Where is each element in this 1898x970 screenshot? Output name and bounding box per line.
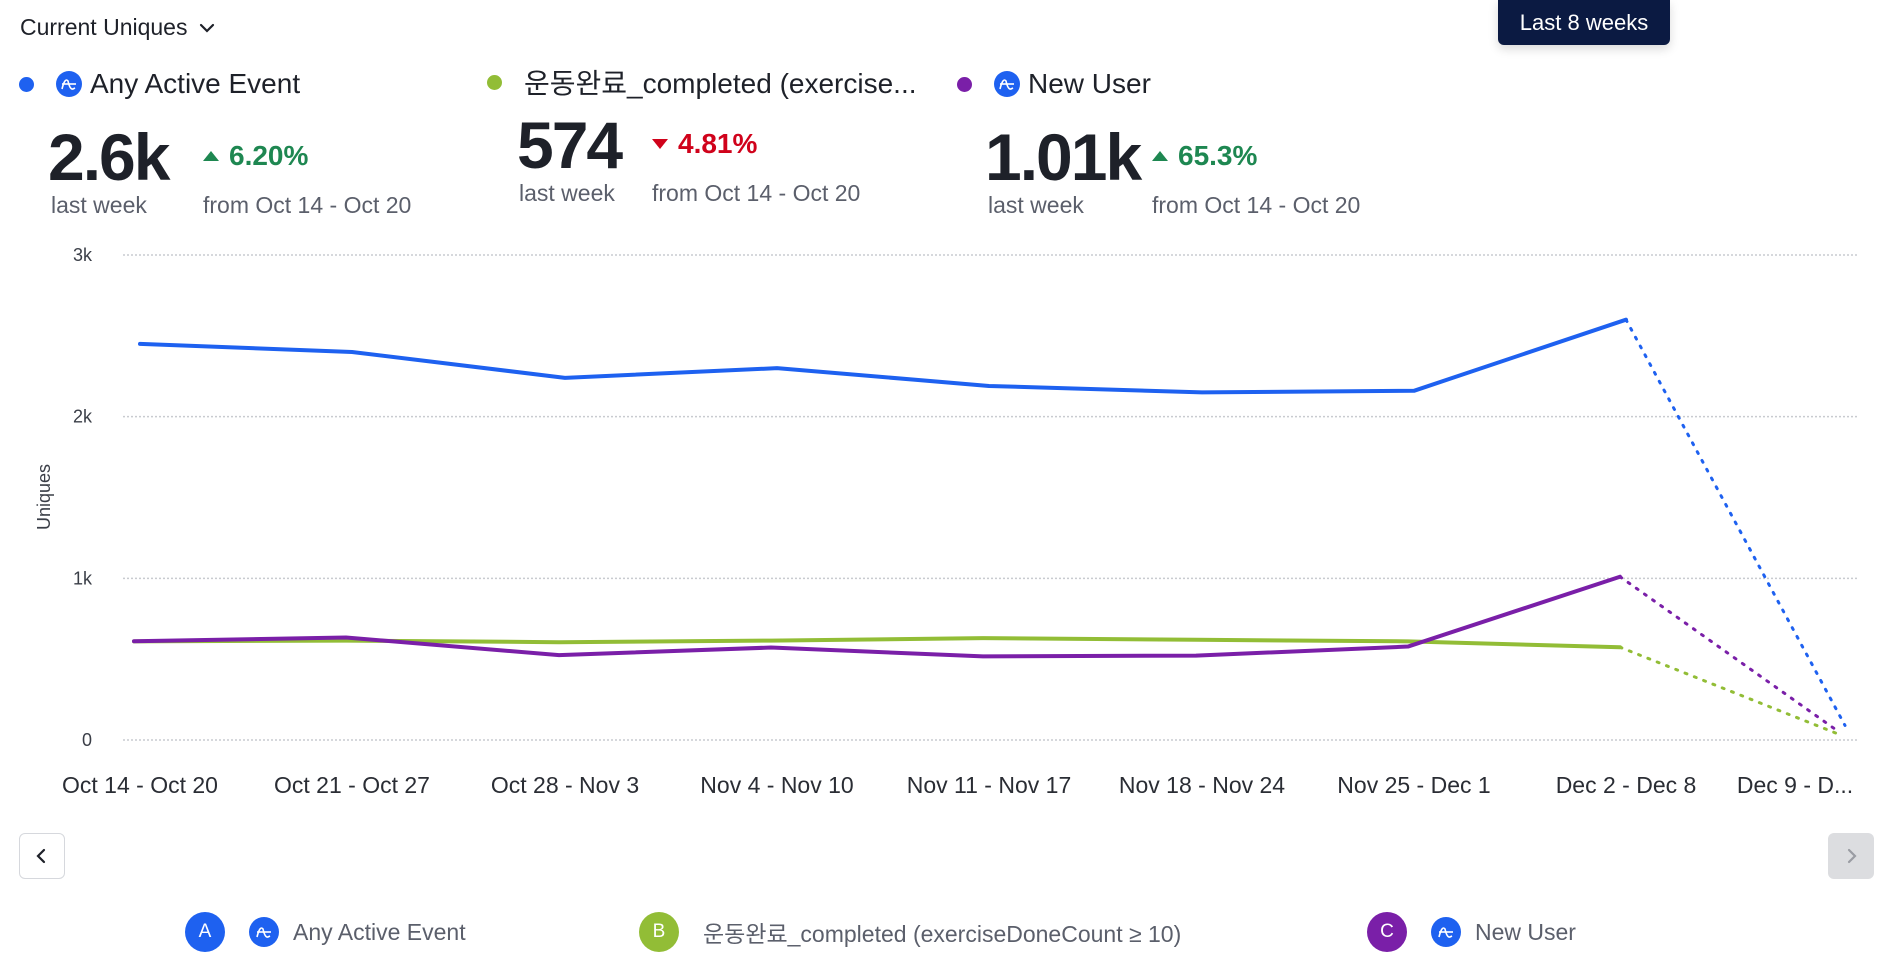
series-summary-new-user: New User (957, 68, 1151, 100)
y-tick-label: 0 (82, 730, 92, 750)
series-value: 1.01k (985, 120, 1142, 194)
y-tick-label: 3k (73, 245, 93, 265)
legend-label: Any Active Event (293, 918, 466, 945)
legend-label: 운동완료_completed (exerciseDoneCount ≥ 10) (703, 921, 1182, 947)
amplitude-event-icon (994, 71, 1020, 97)
series-name: 운동완료_completed (exercise... (524, 68, 917, 99)
x-tick-label: Dec 9 - D... (1737, 772, 1853, 798)
series-change: 65.3% (1152, 140, 1257, 172)
arrow-up-icon (203, 151, 219, 161)
grid-lines (123, 254, 1858, 741)
series-summary-exercise-completed: 운동완료_completed (exercise... (487, 62, 917, 102)
metric-selector[interactable]: Current Uniques (20, 14, 217, 41)
y-tick-label: 1k (73, 568, 93, 588)
series-value-label: last week (988, 192, 1084, 218)
series-line (138, 317, 1628, 395)
series-color-dot (19, 76, 34, 92)
series-line (132, 574, 1622, 659)
date-range-tooltip: Last 8 weeks (1498, 0, 1670, 45)
series-line-incomplete (1618, 645, 1841, 736)
series-color-dot (957, 76, 972, 92)
x-axis-ticks: Oct 14 - Oct 20 Oct 21 - Oct 27 Oct 28 - N… (62, 772, 1853, 798)
series-compare-label: from Oct 14 - Oct 20 (652, 180, 861, 206)
chevron-left-icon (36, 848, 46, 864)
line-chart: 0 1k 2k 3k Uniques Oct 14 - Oct 20 Oct 21 - … (34, 245, 1858, 798)
x-tick-label: Nov 25 - Dec 1 (1337, 772, 1490, 798)
x-tick-label: Nov 11 - Nov 17 (907, 772, 1071, 798)
series-line-incomplete (1624, 318, 1847, 727)
legend-badge: C (1367, 912, 1407, 952)
series-compare-label: from Oct 14 - Oct 20 (1152, 192, 1361, 218)
series-color-dot (487, 74, 502, 90)
series-change-value: 65.3% (1178, 140, 1258, 171)
legend-badge: A (185, 912, 225, 952)
legend-item-b[interactable]: B 운동완료_completed (exerciseDoneCount ≥ 10… (639, 912, 1181, 952)
metric-selector-label: Current Uniques (20, 14, 188, 40)
series-value-label: last week (519, 180, 615, 206)
legend-item-a[interactable]: A Any Active Event (185, 912, 466, 952)
series-summary-any-active-event: Any Active Event (19, 68, 300, 100)
y-axis-ticks: 0 1k 2k 3k (73, 245, 93, 750)
legend-item-c[interactable]: C New User (1367, 912, 1576, 952)
amplitude-event-icon (1431, 917, 1461, 947)
chevron-right-icon (1847, 848, 1857, 864)
x-tick-label: Oct 21 - Oct 27 (274, 772, 430, 798)
series-lines (132, 317, 1847, 736)
series-compare-label: from Oct 14 - Oct 20 (203, 192, 412, 218)
series-value: 2.6k (48, 120, 170, 194)
series-name: Any Active Event (90, 68, 301, 99)
x-tick-label: Oct 14 - Oct 20 (62, 772, 218, 798)
series-header[interactable]: Any Active Event (19, 68, 300, 100)
series-value: 574 (517, 108, 623, 182)
legend-label: New User (1475, 918, 1576, 945)
series-change: 6.20% (203, 140, 308, 172)
next-page-button[interactable] (1828, 833, 1874, 879)
y-axis-label: Uniques (34, 464, 54, 530)
series-name: New User (1028, 68, 1151, 99)
x-tick-label: Nov 4 - Nov 10 (700, 772, 853, 798)
series-value-label: last week (51, 192, 147, 218)
series-change-value: 6.20% (229, 140, 309, 171)
series-header[interactable]: New User (957, 68, 1151, 100)
legend-badge: B (639, 912, 679, 952)
series-change-value: 4.81% (678, 128, 758, 159)
series-header[interactable]: 운동완료_completed (exercise... (487, 62, 917, 102)
previous-page-button[interactable] (19, 833, 65, 879)
x-tick-label: Oct 28 - Nov 3 (491, 772, 639, 798)
arrow-up-icon (1152, 151, 1168, 161)
amplitude-event-icon (249, 917, 279, 947)
series-change: 4.81% (652, 128, 757, 160)
arrow-down-icon (652, 139, 668, 149)
x-tick-label: Nov 18 - Nov 24 (1119, 772, 1285, 798)
amplitude-event-icon (56, 71, 82, 97)
y-tick-label: 2k (73, 407, 93, 427)
chevron-down-icon (200, 23, 215, 33)
x-tick-label: Dec 2 - Dec 8 (1556, 772, 1697, 798)
